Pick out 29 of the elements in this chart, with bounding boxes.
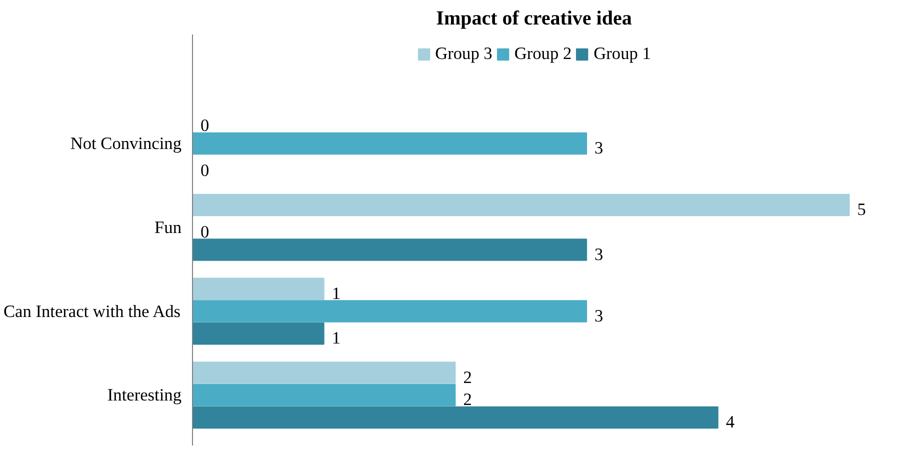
bar <box>192 406 718 429</box>
data-label: 2 <box>463 368 472 387</box>
data-label: 0 <box>200 160 210 180</box>
bar <box>192 278 324 300</box>
bar <box>192 300 588 322</box>
data-label: 0 <box>200 222 210 242</box>
legend-label: Group 3 <box>435 44 492 64</box>
chart-title: Impact of creative idea <box>436 8 632 30</box>
data-label: 3 <box>594 138 604 158</box>
y-tick-label: Interesting <box>107 386 182 405</box>
data-label: 4 <box>726 412 735 432</box>
data-label: 3 <box>594 244 604 264</box>
bar <box>192 194 850 216</box>
legend-label: Group 1 <box>594 44 651 64</box>
data-label: 2 <box>463 390 472 410</box>
bar <box>192 238 588 261</box>
legend-label: Group 2 <box>514 44 572 64</box>
y-tick-label: Not Convincing <box>70 134 182 154</box>
data-label: 1 <box>332 284 341 303</box>
data-label: 5 <box>857 200 866 220</box>
bar <box>192 322 324 345</box>
y-tick-label: Fun <box>154 218 182 237</box>
bar <box>192 384 456 406</box>
data-label: 0 <box>200 116 210 136</box>
data-label: 3 <box>594 306 604 326</box>
bar <box>192 362 456 384</box>
data-label: 1 <box>332 328 341 348</box>
y-tick-label: Can Interact with the Ads <box>3 302 181 321</box>
bar <box>192 132 588 155</box>
